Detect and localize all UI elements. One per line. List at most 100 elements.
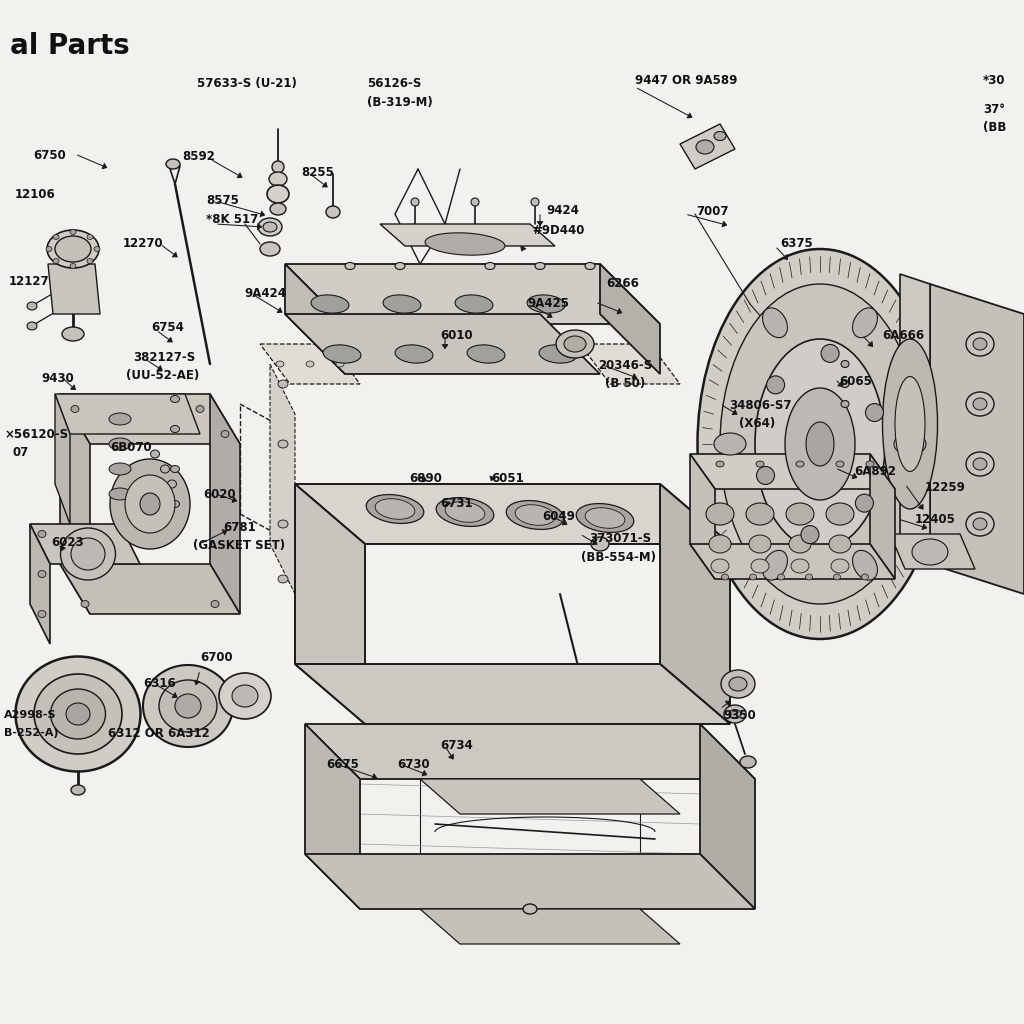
Ellipse shape xyxy=(38,610,46,617)
Polygon shape xyxy=(680,124,735,169)
Ellipse shape xyxy=(973,398,987,410)
Polygon shape xyxy=(210,394,240,614)
Ellipse shape xyxy=(855,495,873,512)
Polygon shape xyxy=(55,394,200,434)
Ellipse shape xyxy=(445,502,484,522)
Polygon shape xyxy=(380,224,555,246)
Ellipse shape xyxy=(973,338,987,350)
Text: 6754: 6754 xyxy=(152,322,184,334)
Ellipse shape xyxy=(746,503,774,525)
Ellipse shape xyxy=(171,501,179,508)
Ellipse shape xyxy=(270,203,286,215)
Ellipse shape xyxy=(714,433,746,455)
Text: 6890: 6890 xyxy=(410,472,442,484)
Polygon shape xyxy=(60,564,240,614)
Ellipse shape xyxy=(966,512,994,536)
Ellipse shape xyxy=(272,161,284,173)
Polygon shape xyxy=(305,724,360,909)
Polygon shape xyxy=(690,454,895,489)
Ellipse shape xyxy=(790,535,811,553)
Text: ×56120-S: ×56120-S xyxy=(4,428,69,440)
Ellipse shape xyxy=(853,550,878,581)
Ellipse shape xyxy=(60,528,116,580)
Polygon shape xyxy=(580,344,680,384)
Ellipse shape xyxy=(786,503,814,525)
Polygon shape xyxy=(285,264,345,374)
Text: 6675: 6675 xyxy=(327,759,359,771)
Text: (B 50): (B 50) xyxy=(605,378,645,390)
Ellipse shape xyxy=(556,330,594,358)
Text: 6020: 6020 xyxy=(203,488,236,501)
Ellipse shape xyxy=(714,131,726,140)
Polygon shape xyxy=(295,664,730,724)
Text: 9A424: 9A424 xyxy=(245,288,287,300)
Ellipse shape xyxy=(895,377,925,471)
Text: 6750: 6750 xyxy=(33,150,66,162)
Polygon shape xyxy=(930,284,1024,594)
Ellipse shape xyxy=(841,400,849,408)
Polygon shape xyxy=(870,454,895,579)
Ellipse shape xyxy=(345,262,355,269)
Ellipse shape xyxy=(755,339,885,549)
Text: (BB: (BB xyxy=(983,122,1007,134)
Text: 12259: 12259 xyxy=(925,481,966,494)
Ellipse shape xyxy=(836,461,844,467)
Ellipse shape xyxy=(81,600,89,607)
Ellipse shape xyxy=(716,461,724,467)
Ellipse shape xyxy=(211,600,219,607)
Ellipse shape xyxy=(973,518,987,530)
Ellipse shape xyxy=(71,406,79,413)
Text: 6734: 6734 xyxy=(440,739,473,752)
Ellipse shape xyxy=(109,488,131,500)
Ellipse shape xyxy=(751,559,769,573)
Ellipse shape xyxy=(577,504,634,532)
Ellipse shape xyxy=(110,459,190,549)
Ellipse shape xyxy=(471,198,479,206)
Ellipse shape xyxy=(15,656,140,771)
Text: (B-319-M): (B-319-M) xyxy=(367,96,432,109)
Polygon shape xyxy=(285,264,660,324)
Ellipse shape xyxy=(260,242,280,256)
Ellipse shape xyxy=(278,575,288,583)
Ellipse shape xyxy=(697,249,942,639)
Polygon shape xyxy=(700,724,755,909)
Ellipse shape xyxy=(27,302,37,310)
Ellipse shape xyxy=(159,680,217,732)
Text: 37°: 37° xyxy=(983,103,1005,116)
Text: B-252-A): B-252-A) xyxy=(4,728,58,738)
Text: 6781: 6781 xyxy=(223,521,256,534)
Ellipse shape xyxy=(841,360,849,368)
Text: *30: *30 xyxy=(983,75,1006,87)
Text: 6A666: 6A666 xyxy=(883,330,925,342)
Ellipse shape xyxy=(263,222,278,232)
Text: 12405: 12405 xyxy=(914,513,955,525)
Text: 382127-S: 382127-S xyxy=(133,351,196,364)
Ellipse shape xyxy=(826,503,854,525)
Polygon shape xyxy=(305,854,755,909)
Ellipse shape xyxy=(62,327,84,341)
Ellipse shape xyxy=(278,380,288,388)
Ellipse shape xyxy=(171,426,179,432)
Ellipse shape xyxy=(696,140,714,154)
Ellipse shape xyxy=(785,388,855,500)
Text: 6731: 6731 xyxy=(440,498,473,510)
Ellipse shape xyxy=(109,413,131,425)
Text: 7007: 7007 xyxy=(696,206,729,218)
Ellipse shape xyxy=(87,258,93,263)
Polygon shape xyxy=(30,524,50,644)
Polygon shape xyxy=(30,524,140,564)
Text: A2998-S: A2998-S xyxy=(4,710,56,720)
Ellipse shape xyxy=(395,345,433,364)
Polygon shape xyxy=(690,544,895,579)
Ellipse shape xyxy=(729,710,741,719)
Text: 12106: 12106 xyxy=(14,188,55,201)
Ellipse shape xyxy=(53,258,59,263)
Text: 12270: 12270 xyxy=(123,238,164,250)
Ellipse shape xyxy=(722,574,728,580)
Ellipse shape xyxy=(531,198,539,206)
Ellipse shape xyxy=(966,392,994,416)
Ellipse shape xyxy=(791,559,809,573)
Ellipse shape xyxy=(232,685,258,707)
Ellipse shape xyxy=(326,206,340,218)
Text: 9430: 9430 xyxy=(41,373,74,385)
